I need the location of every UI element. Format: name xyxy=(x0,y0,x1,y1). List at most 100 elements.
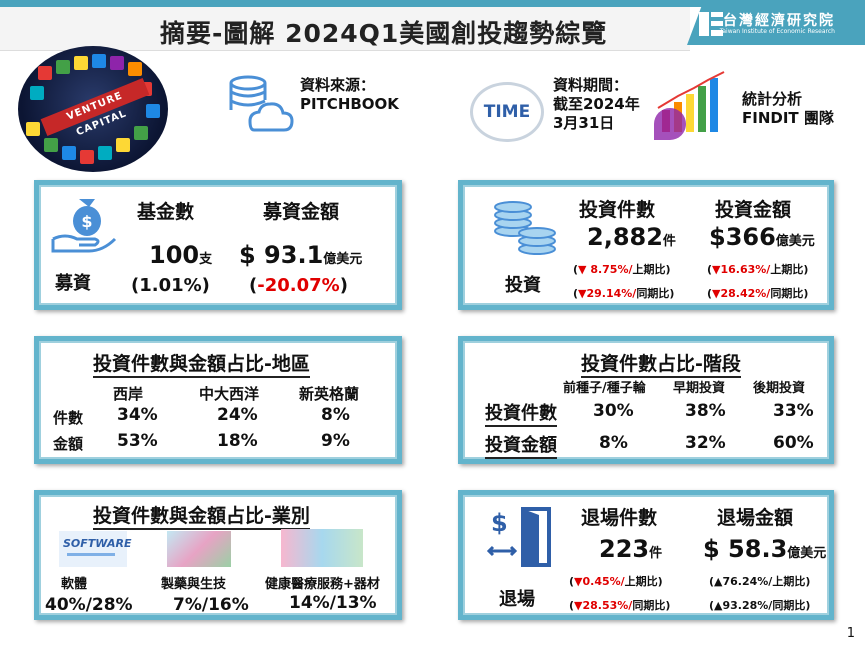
fund-count-change: (1.01%) xyxy=(131,275,210,296)
team-label: 統計分析 xyxy=(742,90,803,108)
svg-text:$: $ xyxy=(81,212,92,231)
fundraising-amount-unit: 億美元 xyxy=(323,252,363,267)
exit-count-yoy-pct: ▼28.53%/ xyxy=(574,599,633,612)
region-box: 投資件數與金額占比-地區 西岸 中大西洋 新英格蘭 件數 34% 24% 8% … xyxy=(34,336,402,464)
exit-amount-title: 退場金額 xyxy=(717,507,794,529)
exit-amount-value: $ 58.3億美元 xyxy=(703,535,826,563)
deal-amount-qoq: (▼16.63%/上期比) xyxy=(707,263,809,276)
industry-1-label: 製藥與生技 xyxy=(161,577,227,592)
exit-count-value: 223件 xyxy=(599,535,662,563)
industry-1-value: 7%/16% xyxy=(173,595,249,615)
venture-capital-image: VENTURE CAPITAL xyxy=(18,46,168,172)
exit-count-qoq: (▼0.45%/上期比) xyxy=(569,575,663,588)
fund-count-unit: 支 xyxy=(199,252,213,267)
fund-count-value: 100支 xyxy=(149,241,212,269)
investment-label: 投資 xyxy=(505,275,541,296)
fundraising-amount-change: (-20.07%) xyxy=(249,275,348,296)
page-number: 1 xyxy=(846,626,855,641)
industry-title: 投資件數與金額占比-業別 xyxy=(93,501,310,530)
region-header-1: 中大西洋 xyxy=(199,385,260,403)
period-info: 資料期間： 截至2024年 3月31日 xyxy=(553,76,640,133)
stage-row-1-val-1: 32% xyxy=(685,433,726,453)
deal-amount-unit: 億美元 xyxy=(775,234,815,249)
pharma-biotech-image xyxy=(167,531,231,567)
fund-count-number: 100 xyxy=(149,241,200,269)
paren-open: ( xyxy=(249,275,258,296)
svg-text:$: $ xyxy=(491,509,508,537)
region-header-2: 新英格蘭 xyxy=(299,385,360,403)
fundraising-amount-number: $ 93.1 xyxy=(239,241,324,269)
time-logo-icon: TIME xyxy=(470,82,544,142)
deal-amount-yoy-label: 同期比 xyxy=(770,287,804,300)
deal-amount-qoq-label: 上期比 xyxy=(770,263,804,276)
exit-door-icon: $ xyxy=(487,507,551,567)
deal-count-yoy: (▼29.14%/同期比) xyxy=(573,287,675,300)
database-cloud-icon xyxy=(229,75,294,132)
region-row-0-label: 件數 xyxy=(53,409,84,427)
stage-row-1-val-0: 8% xyxy=(599,433,628,453)
region-row-1-val-0: 53% xyxy=(117,431,158,451)
deal-count-yoy-pct: ▼29.14%/ xyxy=(578,287,637,300)
industry-box: 投資件數與金額占比-業別 SOFTWARE 軟體 40%/28% 製藥與生技 7… xyxy=(34,490,402,620)
stage-box: 投資件數占比-階段 前種子/種子輪 早期投資 後期投資 投資件數 30% 38%… xyxy=(458,336,834,464)
deal-count-title: 投資件數 xyxy=(579,199,656,221)
deal-count-qoq-pct: ▼ 8.75%/ xyxy=(578,263,633,276)
region-row-1-val-2: 9% xyxy=(321,431,350,451)
software-logo-text: SOFTWARE xyxy=(63,537,132,550)
statistics-chart-icon xyxy=(654,71,725,140)
time-logo-text: TIME xyxy=(483,102,531,122)
deal-count-qoq: (▼ 8.75%/上期比) xyxy=(573,263,671,276)
top-accent-bar xyxy=(0,0,865,7)
period-value-2: 3月31日 xyxy=(553,114,615,132)
healthcare-image xyxy=(281,529,363,567)
stage-row-1-label: 投資金額 xyxy=(485,431,557,459)
region-row-0-val-0: 34% xyxy=(117,405,158,425)
exit-count-title: 退場件數 xyxy=(581,507,658,529)
paren-close: ) xyxy=(339,275,348,296)
deal-amount-yoy: (▼28.42%/同期比) xyxy=(707,287,809,300)
exit-amount-qoq-pct: ▲76.24%/ xyxy=(714,575,773,588)
fundraising-amount-pct: -20.07% xyxy=(257,275,340,296)
deal-amount-qoq-pct: ▼16.63%/ xyxy=(712,263,771,276)
exit-count-qoq-label: 上期比 xyxy=(624,575,658,588)
exit-amount-yoy: (▲93.28%/同期比) xyxy=(709,599,811,612)
exit-count-yoy: (▼28.53%/同期比) xyxy=(569,599,671,612)
fundraising-amount-title: 募資金額 xyxy=(263,201,340,223)
fund-count-title: 基金數 xyxy=(137,201,195,223)
deal-amount-value: $366億美元 xyxy=(709,223,815,251)
org-name-en: Taiwan Institute of Economic Research xyxy=(719,28,835,35)
stage-row-1-val-2: 60% xyxy=(773,433,814,453)
region-row-1-val-1: 18% xyxy=(217,431,258,451)
source-label: 資料來源： xyxy=(300,76,376,94)
software-logo-line xyxy=(67,553,115,556)
exit-box: $ 退場 退場件數 223件 (▼0.45%/上期比) (▼28.53%/同期比… xyxy=(458,490,834,620)
exit-count-unit: 件 xyxy=(649,546,663,561)
exit-amount-qoq-label: 上期比 xyxy=(772,575,806,588)
investment-box: 投資 投資件數 2,882件 (▼ 8.75%/上期比) (▼29.14%/同期… xyxy=(458,180,834,310)
stage-header-2: 後期投資 xyxy=(753,381,806,396)
stage-header-0: 前種子/種子輪 xyxy=(563,381,646,396)
deal-count-yoy-label: 同期比 xyxy=(636,287,670,300)
exit-amount-unit: 億美元 xyxy=(787,546,827,561)
source-info: 資料來源： PITCHBOOK xyxy=(300,76,399,114)
stage-row-0-val-1: 38% xyxy=(685,401,726,421)
exit-amount-qoq: (▲76.24%/上期比) xyxy=(709,575,811,588)
page-title: 摘要-圖解 2024Q1美國創投趨勢綜覽 xyxy=(160,19,608,48)
deal-count-unit: 件 xyxy=(662,234,676,249)
fundraising-label: 募資 xyxy=(55,273,91,294)
region-row-0-val-2: 8% xyxy=(321,405,350,425)
deal-count-value: 2,882件 xyxy=(587,223,676,251)
source-value: PITCHBOOK xyxy=(300,95,399,113)
exit-label: 退場 xyxy=(499,589,535,610)
fundraising-box: $ 募資 基金數 100支 (1.01%) 募資金額 $ 93.1億美元 (-2… xyxy=(34,180,402,310)
coin-stack-icon xyxy=(494,201,556,255)
title-band xyxy=(0,7,690,51)
team-info: 統計分析 FINDIT 團隊 xyxy=(742,90,834,128)
industry-2-label: 健康醫療服務+器材 xyxy=(265,577,380,592)
period-label: 資料期間： xyxy=(553,76,629,94)
exit-count-yoy-label: 同期比 xyxy=(632,599,666,612)
deal-amount-title: 投資金額 xyxy=(715,199,792,221)
region-row-0-val-1: 24% xyxy=(217,405,258,425)
deal-count-qoq-label: 上期比 xyxy=(632,263,666,276)
period-value-1: 截至2024年 xyxy=(553,95,640,113)
